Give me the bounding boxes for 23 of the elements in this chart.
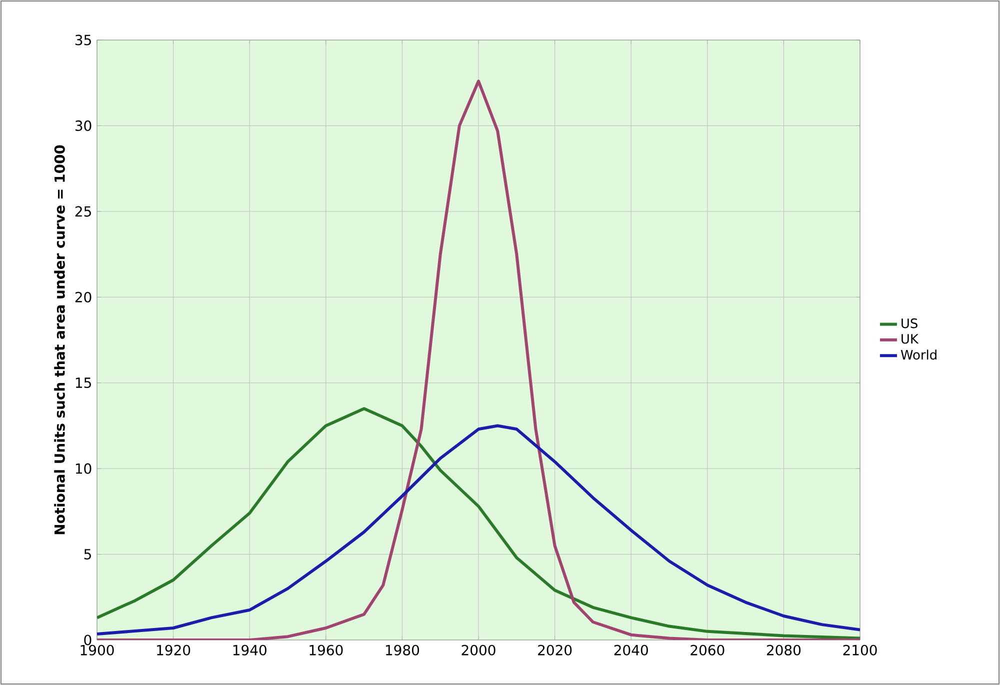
x-tick-label: 2100	[843, 644, 877, 656]
legend-label: UK	[902, 334, 919, 344]
x-tick-label: 2060	[690, 644, 724, 656]
y-tick-label: 30	[75, 120, 92, 131]
legend-label: World	[900, 350, 936, 360]
y-tick-label: 5	[84, 549, 91, 560]
x-tick-label: 2020	[538, 644, 572, 656]
y-tick-label: 15	[76, 378, 91, 388]
y-tick-label: 25	[75, 206, 91, 217]
x-tick-label: 1920	[157, 644, 190, 656]
x-tick-label: 1900	[80, 644, 114, 656]
y-tick-label: 0	[84, 634, 92, 646]
y-tick-label: 35	[75, 34, 91, 46]
x-tick-label: 1980	[386, 644, 420, 656]
y-axis-title: Notional Units such that area under curve = 1000	[54, 145, 65, 534]
x-tick-label: 1940	[233, 644, 266, 656]
x-tick-label: 2080	[766, 644, 801, 656]
x-tick-label: 1960	[310, 644, 343, 656]
x-tick-label: 2000	[462, 644, 496, 656]
legend-label: US	[902, 318, 918, 328]
x-tick-label: 2040	[614, 644, 648, 656]
y-tick-label: 20	[75, 292, 92, 302]
y-tick-label: 10	[76, 463, 92, 474]
